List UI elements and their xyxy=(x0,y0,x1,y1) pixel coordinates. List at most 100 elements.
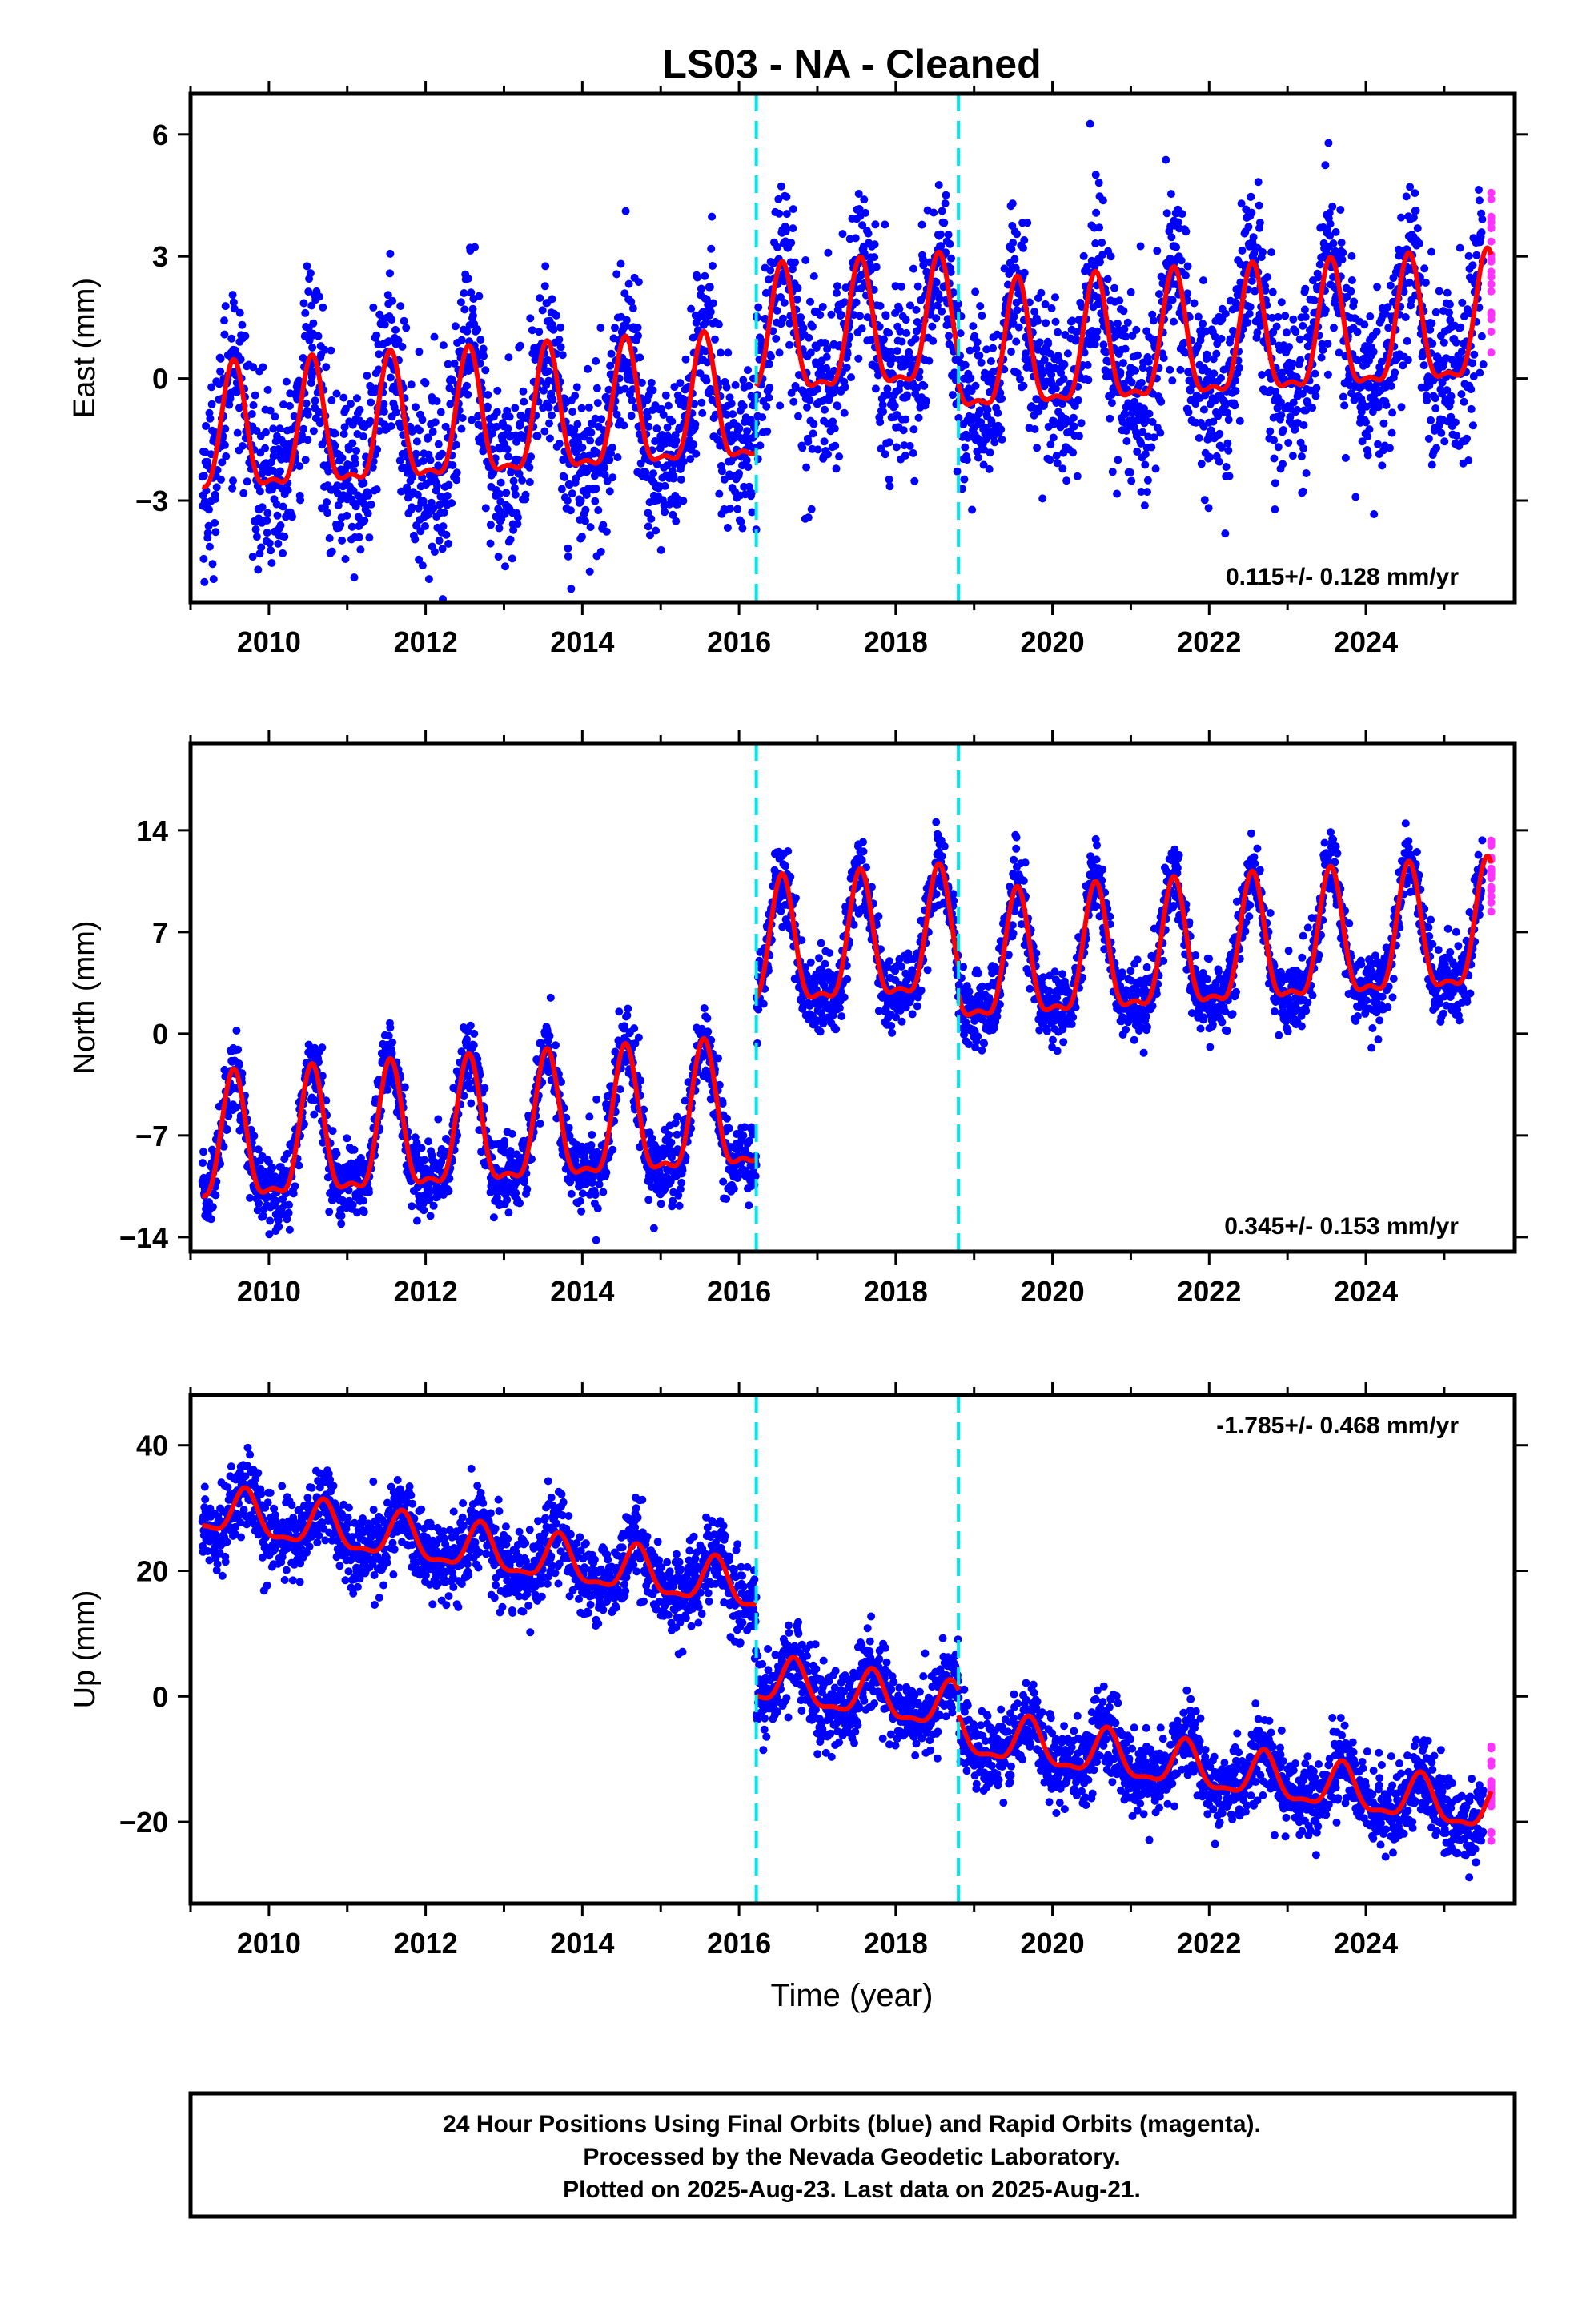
north-point xyxy=(552,1041,560,1050)
east-point xyxy=(1326,219,1335,228)
east-point xyxy=(1231,376,1240,385)
north-point xyxy=(546,993,555,1002)
east-point xyxy=(628,304,637,312)
east-point xyxy=(1054,328,1062,336)
east-point xyxy=(525,463,534,472)
east-point xyxy=(1119,359,1127,368)
east-point xyxy=(363,372,371,380)
east-point xyxy=(1310,296,1319,304)
east-point xyxy=(1387,428,1396,437)
east-point xyxy=(897,282,905,291)
east-point xyxy=(1419,361,1428,370)
east-point xyxy=(418,416,427,424)
north-point xyxy=(578,1189,587,1198)
east-point xyxy=(1291,328,1300,336)
east-point xyxy=(1293,405,1302,414)
east-point xyxy=(697,398,706,407)
east-point xyxy=(842,363,851,372)
east-point xyxy=(481,366,490,375)
east-point xyxy=(511,404,520,412)
east-point xyxy=(608,444,616,452)
north-point xyxy=(350,1145,359,1154)
east-point xyxy=(336,521,345,529)
east-point xyxy=(1010,255,1019,263)
north-point xyxy=(508,1129,516,1138)
east-point xyxy=(512,437,521,446)
east-point xyxy=(986,357,995,365)
east-point xyxy=(1431,308,1440,316)
east-point xyxy=(351,459,359,468)
east-x-tick-label: 2014 xyxy=(550,625,614,658)
east-point xyxy=(802,463,811,472)
east-point xyxy=(735,424,744,432)
east-point xyxy=(476,336,485,344)
east-point xyxy=(1467,385,1476,394)
east-point xyxy=(221,424,230,433)
east-point xyxy=(220,330,229,339)
east-point xyxy=(332,389,341,398)
east-point xyxy=(742,456,751,464)
east-point xyxy=(970,332,979,340)
east-point xyxy=(484,402,492,411)
east-point xyxy=(954,300,962,308)
north-point xyxy=(365,1188,373,1196)
north-point xyxy=(232,1027,241,1035)
east-point xyxy=(419,456,428,465)
east-point xyxy=(1247,192,1255,201)
east-point xyxy=(885,475,893,484)
east-point xyxy=(1220,402,1229,410)
east-point xyxy=(1182,271,1190,279)
east-point xyxy=(1090,340,1099,348)
east-point xyxy=(1366,312,1375,320)
east-point xyxy=(775,348,784,357)
east-point xyxy=(689,440,698,448)
east-point xyxy=(607,349,616,358)
east-point xyxy=(1468,421,1477,430)
east-point xyxy=(327,396,336,404)
east-point xyxy=(854,354,863,363)
east-point xyxy=(911,334,920,343)
east-point xyxy=(1279,426,1287,434)
east-point xyxy=(438,449,447,458)
east-point xyxy=(1383,303,1392,312)
north-panel: 2010 2012 2014 2016 2018 2020 2022 2024−14−7071… xyxy=(68,730,1528,1308)
east-point xyxy=(527,452,536,461)
east-point xyxy=(1019,381,1028,390)
east-point xyxy=(249,363,258,372)
north-point xyxy=(424,1137,432,1146)
east-model-curve xyxy=(201,328,758,489)
east-point xyxy=(876,418,885,427)
east-point xyxy=(860,195,869,204)
east-point xyxy=(1271,505,1279,513)
east-point xyxy=(233,428,242,437)
north-point xyxy=(595,1180,604,1188)
east-point xyxy=(925,356,934,365)
east-point xyxy=(758,413,767,422)
east-point xyxy=(431,418,440,427)
east-point xyxy=(943,315,952,324)
east-point xyxy=(938,207,946,215)
east-point xyxy=(311,396,319,405)
east-point xyxy=(441,422,450,431)
east-point xyxy=(722,383,731,392)
east-point xyxy=(798,444,807,452)
east-point xyxy=(919,261,928,270)
east-point xyxy=(239,489,248,497)
east-point xyxy=(323,498,331,506)
east-point xyxy=(285,401,294,410)
east-point xyxy=(1343,292,1351,301)
east-point xyxy=(394,336,403,344)
east-point xyxy=(563,497,572,505)
east-point xyxy=(364,491,373,500)
east-point xyxy=(229,476,237,485)
north-point xyxy=(289,1189,298,1198)
east-point xyxy=(400,316,408,325)
north-point xyxy=(467,1099,476,1108)
east-point xyxy=(799,324,808,332)
east-point xyxy=(1296,356,1305,364)
east-point xyxy=(775,209,784,218)
east-point xyxy=(773,243,781,251)
east-point xyxy=(717,467,726,476)
east-point xyxy=(821,339,829,347)
chart-title: LS03 - NA - Cleaned xyxy=(662,42,1041,86)
